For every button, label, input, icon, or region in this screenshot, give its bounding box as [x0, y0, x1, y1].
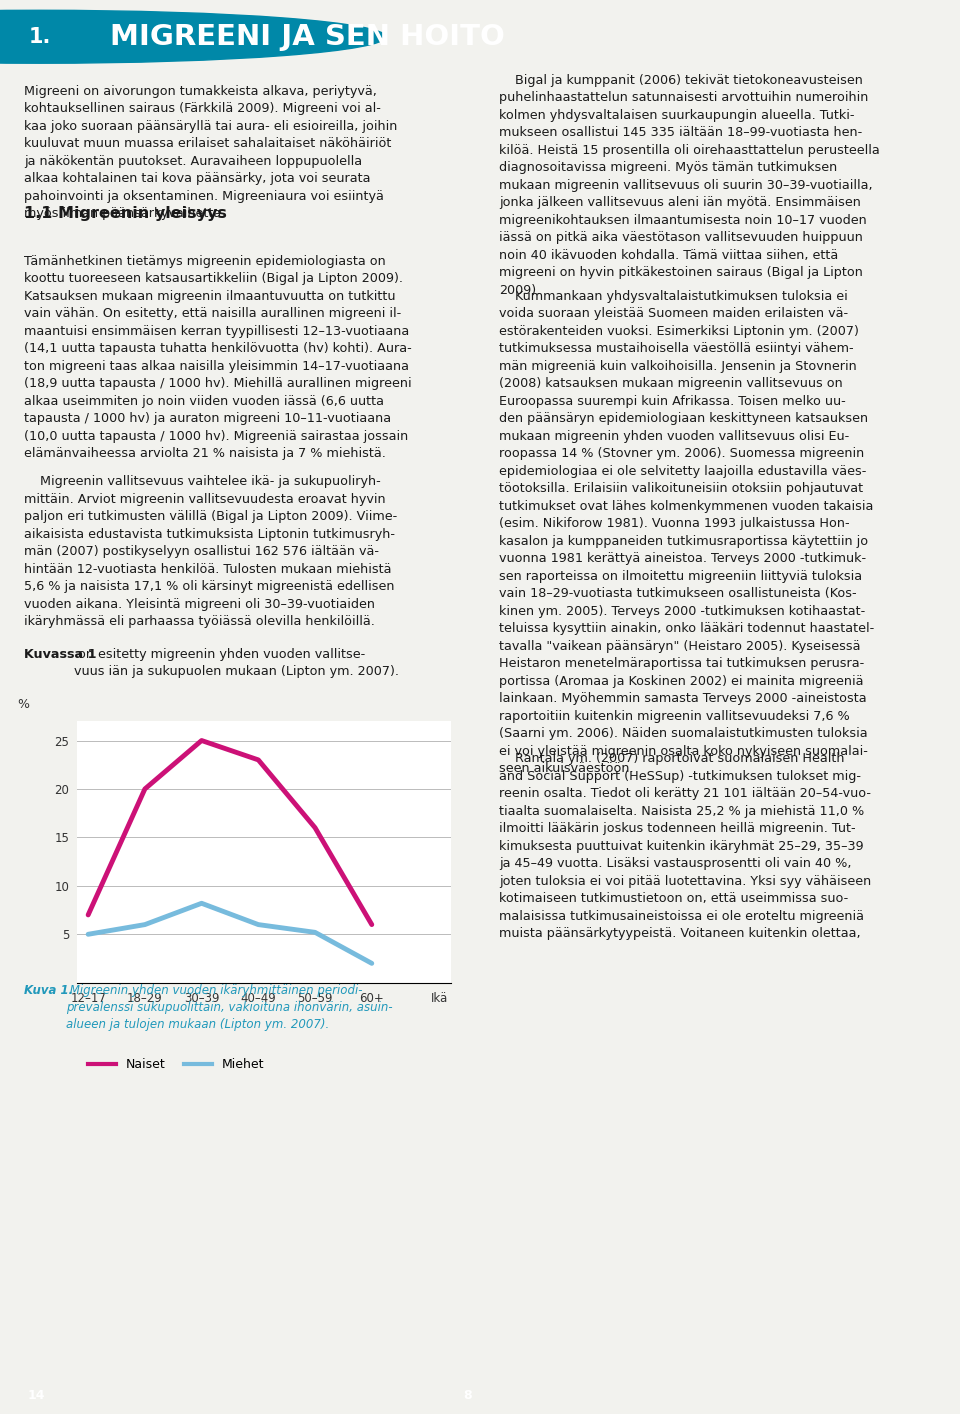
Text: Tämänhetkinen tietämys migreenin epidemiologiasta on
koottu tuoreeseen katsausar: Tämänhetkinen tietämys migreenin epidemi…: [24, 255, 412, 460]
Text: Bigal ja kumppanit (2006) tekivät tietokoneavusteisen
puhelinhaastattelun satunn: Bigal ja kumppanit (2006) tekivät tietok…: [499, 74, 880, 297]
Legend: Naiset, Miehet: Naiset, Miehet: [84, 1053, 269, 1076]
Text: MIGREENI JA SEN HOITO: MIGREENI JA SEN HOITO: [110, 23, 505, 51]
Text: Kuva 1.: Kuva 1.: [24, 984, 73, 997]
Text: Kummankaan yhdysvaltalaistutkimuksen tuloksia ei
voida suoraan yleistää Suomeen : Kummankaan yhdysvaltalaistutkimuksen tul…: [499, 290, 875, 775]
Text: Rantala ym. (2007) raportoivat suomalaisen Health
and Social Support (HeSSup) -t: Rantala ym. (2007) raportoivat suomalais…: [499, 752, 872, 940]
Text: Kuvassa 1: Kuvassa 1: [24, 648, 97, 660]
Text: %: %: [17, 697, 29, 711]
Circle shape: [0, 10, 386, 64]
Text: Migreeni on aivorungon tumakkeista alkava, periytyvä,
kohtauksellinen sairaus (F: Migreeni on aivorungon tumakkeista alkav…: [24, 85, 397, 221]
Text: 14: 14: [27, 1389, 45, 1403]
Text: on esitetty migreenin yhden vuoden vallitse-
vuus iän ja sukupuolen mukaan (Lipt: on esitetty migreenin yhden vuoden valli…: [74, 648, 399, 679]
Text: Migreenin yhden vuoden ikäryhmittäinen periodi-
prevalenssi sukupuolittain, vaki: Migreenin yhden vuoden ikäryhmittäinen p…: [66, 984, 393, 1031]
Text: Migreenin vallitsevuus vaihtelee ikä- ja sukupuoliryh-
mittäin. Arviot migreenin: Migreenin vallitsevuus vaihtelee ikä- ja…: [24, 475, 397, 628]
Text: 8: 8: [464, 1389, 472, 1403]
Text: 1.1 Migreenin yleisyys: 1.1 Migreenin yleisyys: [24, 206, 227, 222]
Text: 1.: 1.: [29, 27, 52, 47]
